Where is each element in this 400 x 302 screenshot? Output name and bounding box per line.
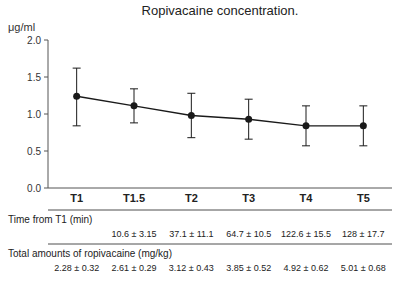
table-cell: 37.1 ± 11.1 bbox=[169, 229, 213, 239]
y-tick-label: 1.5 bbox=[27, 72, 41, 83]
error-bar bbox=[245, 99, 253, 139]
y-tick-label: 2.0 bbox=[27, 35, 41, 46]
table-row-label: Total amounts of ropivacaine (mg/kg) bbox=[8, 248, 172, 259]
table-cell: 2.28 ± 0.32 bbox=[54, 263, 99, 273]
data-point bbox=[73, 93, 80, 100]
plot-area bbox=[73, 68, 368, 146]
error-bar bbox=[130, 89, 138, 123]
x-tick-label: T1.5 bbox=[123, 192, 145, 204]
error-bar-cap bbox=[359, 105, 367, 106]
error-bar-cap bbox=[302, 105, 310, 106]
table-cell: 122.6 ± 15.5 bbox=[281, 229, 331, 239]
error-bar-cap bbox=[302, 145, 310, 146]
error-bar bbox=[187, 93, 195, 137]
y-tick bbox=[44, 77, 48, 78]
table-cell: 5.01 ± 0.68 bbox=[341, 263, 386, 273]
x-axis-line bbox=[48, 188, 392, 189]
y-tick-label: 1.0 bbox=[27, 109, 41, 120]
table-cell: 128 ± 17.7 bbox=[342, 229, 384, 239]
x-tick-label: T1 bbox=[70, 192, 83, 204]
y-axis-label: μg/ml bbox=[8, 21, 35, 33]
table-cell: 10.6 ± 3.15 bbox=[112, 229, 157, 239]
error-bar-cap bbox=[187, 93, 195, 94]
data-point bbox=[360, 122, 367, 129]
error-bar-cap bbox=[130, 88, 138, 89]
data-point bbox=[131, 102, 138, 109]
table-row-label-part: Time from T1 (min) bbox=[8, 214, 92, 225]
y-tick bbox=[44, 151, 48, 152]
error-bar-cap bbox=[73, 125, 81, 126]
axes: 0.0 0.5 1.0 1.5 2.0 T1 T1.5 T2 T3 T4 T5 bbox=[27, 35, 392, 205]
y-tick-label: 0.0 bbox=[27, 183, 41, 194]
y-tick-label: 0.5 bbox=[27, 146, 41, 157]
x-tick-label: T3 bbox=[242, 192, 255, 204]
error-bar-cap bbox=[245, 99, 253, 100]
error-bar-cap bbox=[73, 68, 81, 69]
table-row-label-part: (mg/kg) bbox=[135, 248, 172, 259]
table-rule bbox=[48, 210, 392, 211]
error-bar-cap bbox=[130, 122, 138, 123]
x-tick-label: T4 bbox=[300, 192, 314, 204]
table-rule bbox=[48, 244, 392, 245]
error-bar-cap bbox=[245, 139, 253, 140]
y-tick bbox=[44, 188, 48, 189]
y-axis-line bbox=[48, 40, 49, 188]
error-bar-cap bbox=[187, 137, 195, 138]
y-tick bbox=[44, 114, 48, 115]
chart-container: Ropivacaine concentration. μg/ml 0.0 0.5 1.0… bbox=[0, 0, 400, 302]
table-cell: 3.85 ± 0.52 bbox=[226, 263, 271, 273]
data-line bbox=[77, 96, 364, 126]
table-cell: 2.61 ± 0.29 bbox=[112, 263, 157, 273]
table-row-label: Time from T1 (min) bbox=[8, 214, 92, 225]
title: Ropivacaine concentration. bbox=[142, 3, 299, 18]
table-cell: 64.7 ± 10.5 bbox=[226, 229, 271, 239]
y-tick bbox=[44, 40, 48, 41]
error-bar bbox=[302, 106, 310, 146]
chart: Ropivacaine concentration. μg/ml 0.0 0.5 1.0… bbox=[0, 0, 400, 302]
data-point bbox=[303, 122, 310, 129]
table-cell: 4.92 ± 0.62 bbox=[284, 263, 329, 273]
table: Time from T1 (min) 10.6 ± 3.15 37.1 ± 11.1… bbox=[8, 210, 392, 273]
data-point bbox=[245, 116, 252, 123]
table-row-label-part: Total amounts of ropivacaine bbox=[8, 248, 136, 259]
data-point bbox=[188, 112, 195, 119]
error-bar bbox=[73, 68, 81, 126]
x-tick-label: T5 bbox=[357, 192, 370, 204]
x-tick-label: T2 bbox=[185, 192, 198, 204]
table-cell: 3.12 ± 0.43 bbox=[169, 263, 214, 273]
error-bar-cap bbox=[359, 145, 367, 146]
error-bar bbox=[359, 106, 367, 146]
